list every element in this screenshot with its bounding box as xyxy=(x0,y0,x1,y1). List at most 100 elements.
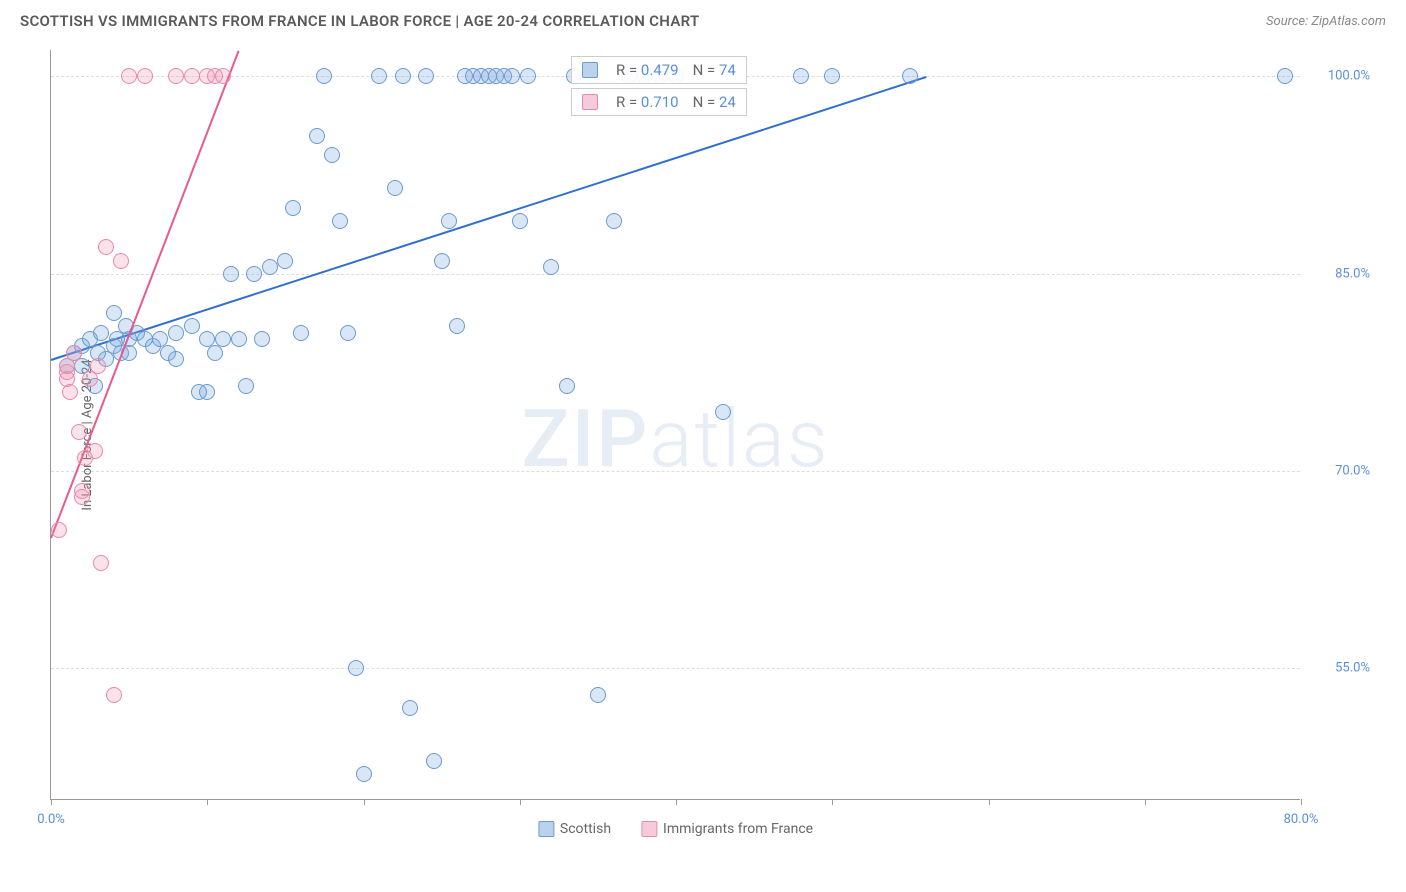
data-point xyxy=(62,384,78,400)
x-tick xyxy=(51,799,52,805)
stat-n-value: 74 xyxy=(719,61,736,79)
legend-swatch xyxy=(582,94,598,110)
data-point xyxy=(332,213,348,229)
x-tick xyxy=(207,799,208,805)
legend-swatch xyxy=(538,821,554,837)
y-tick-label: 55.0% xyxy=(1310,661,1370,676)
data-point xyxy=(246,266,262,282)
plot-area: ZIPatlas 55.0%70.0%85.0%100.0%0.0%80.0%R… xyxy=(50,50,1300,800)
data-point xyxy=(395,68,411,84)
x-tick xyxy=(520,799,521,805)
stats-box: R = 0.479 N = 74 xyxy=(571,56,747,84)
data-point xyxy=(715,404,731,420)
header: SCOTTISH VS IMMIGRANTS FROM FRANCE IN LA… xyxy=(0,0,1406,38)
data-point xyxy=(559,378,575,394)
data-point xyxy=(113,253,129,269)
chart-container: In Labor Force | Age 20-24 ZIPatlas 55.0… xyxy=(50,50,1380,820)
x-tick xyxy=(1145,799,1146,805)
data-point xyxy=(223,266,239,282)
data-point xyxy=(87,443,103,459)
data-point xyxy=(199,384,215,400)
gridline xyxy=(51,668,1300,669)
data-point xyxy=(512,213,528,229)
stat-r-label: R = xyxy=(616,93,641,111)
stat-n-value: 24 xyxy=(719,93,736,111)
data-point xyxy=(168,325,184,341)
stat-r-value: 0.710 xyxy=(641,93,679,111)
data-point xyxy=(293,325,309,341)
data-point xyxy=(402,700,418,716)
data-point xyxy=(309,128,325,144)
x-tick-label: 80.0% xyxy=(1284,812,1319,827)
legend: Scottish Immigrants from France xyxy=(538,821,813,837)
data-point xyxy=(90,358,106,374)
data-point xyxy=(387,180,403,196)
stat-n-label: N = xyxy=(693,93,719,111)
data-point xyxy=(98,239,114,255)
data-point xyxy=(137,68,153,84)
data-point xyxy=(504,68,520,84)
y-tick-label: 85.0% xyxy=(1310,266,1370,281)
data-point xyxy=(606,213,622,229)
trend-line xyxy=(50,51,239,539)
data-point xyxy=(106,687,122,703)
watermark: ZIPatlas xyxy=(522,392,830,486)
data-point xyxy=(356,766,372,782)
legend-swatch xyxy=(641,821,657,837)
data-point xyxy=(285,200,301,216)
data-point xyxy=(238,378,254,394)
data-point xyxy=(418,68,434,84)
data-point xyxy=(434,253,450,269)
data-point xyxy=(520,68,536,84)
x-tick xyxy=(364,799,365,805)
data-point xyxy=(426,753,442,769)
data-point xyxy=(215,331,231,347)
data-point xyxy=(543,259,559,275)
x-tick xyxy=(989,799,990,805)
y-tick-label: 100.0% xyxy=(1310,69,1370,84)
data-point xyxy=(168,68,184,84)
data-point xyxy=(254,331,270,347)
data-point xyxy=(66,345,82,361)
data-point xyxy=(262,259,278,275)
data-point xyxy=(324,147,340,163)
legend-item: Scottish xyxy=(538,821,611,837)
y-tick-label: 70.0% xyxy=(1310,464,1370,479)
data-point xyxy=(277,253,293,269)
data-point xyxy=(902,68,918,84)
data-point xyxy=(93,325,109,341)
legend-label: Scottish xyxy=(560,821,611,837)
x-tick xyxy=(1301,799,1302,805)
data-point xyxy=(184,68,200,84)
gridline xyxy=(51,471,1300,472)
legend-label: Immigrants from France xyxy=(663,821,813,837)
data-point xyxy=(121,68,137,84)
data-point xyxy=(441,213,457,229)
data-point xyxy=(1277,68,1293,84)
data-point xyxy=(793,68,809,84)
x-tick xyxy=(676,799,677,805)
data-point xyxy=(93,555,109,571)
data-point xyxy=(184,318,200,334)
data-point xyxy=(51,522,67,538)
data-point xyxy=(231,331,247,347)
data-point xyxy=(168,351,184,367)
data-point xyxy=(106,305,122,321)
data-point xyxy=(348,660,364,676)
data-point xyxy=(340,325,356,341)
data-point xyxy=(74,483,90,499)
stat-n-label: N = xyxy=(693,61,719,79)
data-point xyxy=(316,68,332,84)
data-point xyxy=(449,318,465,334)
trend-line xyxy=(51,76,927,361)
data-point xyxy=(371,68,387,84)
stat-r-value: 0.479 xyxy=(641,61,679,79)
stats-box: R = 0.710 N = 24 xyxy=(571,88,747,116)
stat-r-label: R = xyxy=(616,61,641,79)
source-attribution: Source: ZipAtlas.com xyxy=(1266,14,1386,29)
data-point xyxy=(71,424,87,440)
chart-title: SCOTTISH VS IMMIGRANTS FROM FRANCE IN LA… xyxy=(20,12,700,30)
data-point xyxy=(590,687,606,703)
data-point xyxy=(215,68,231,84)
legend-swatch xyxy=(582,62,598,78)
